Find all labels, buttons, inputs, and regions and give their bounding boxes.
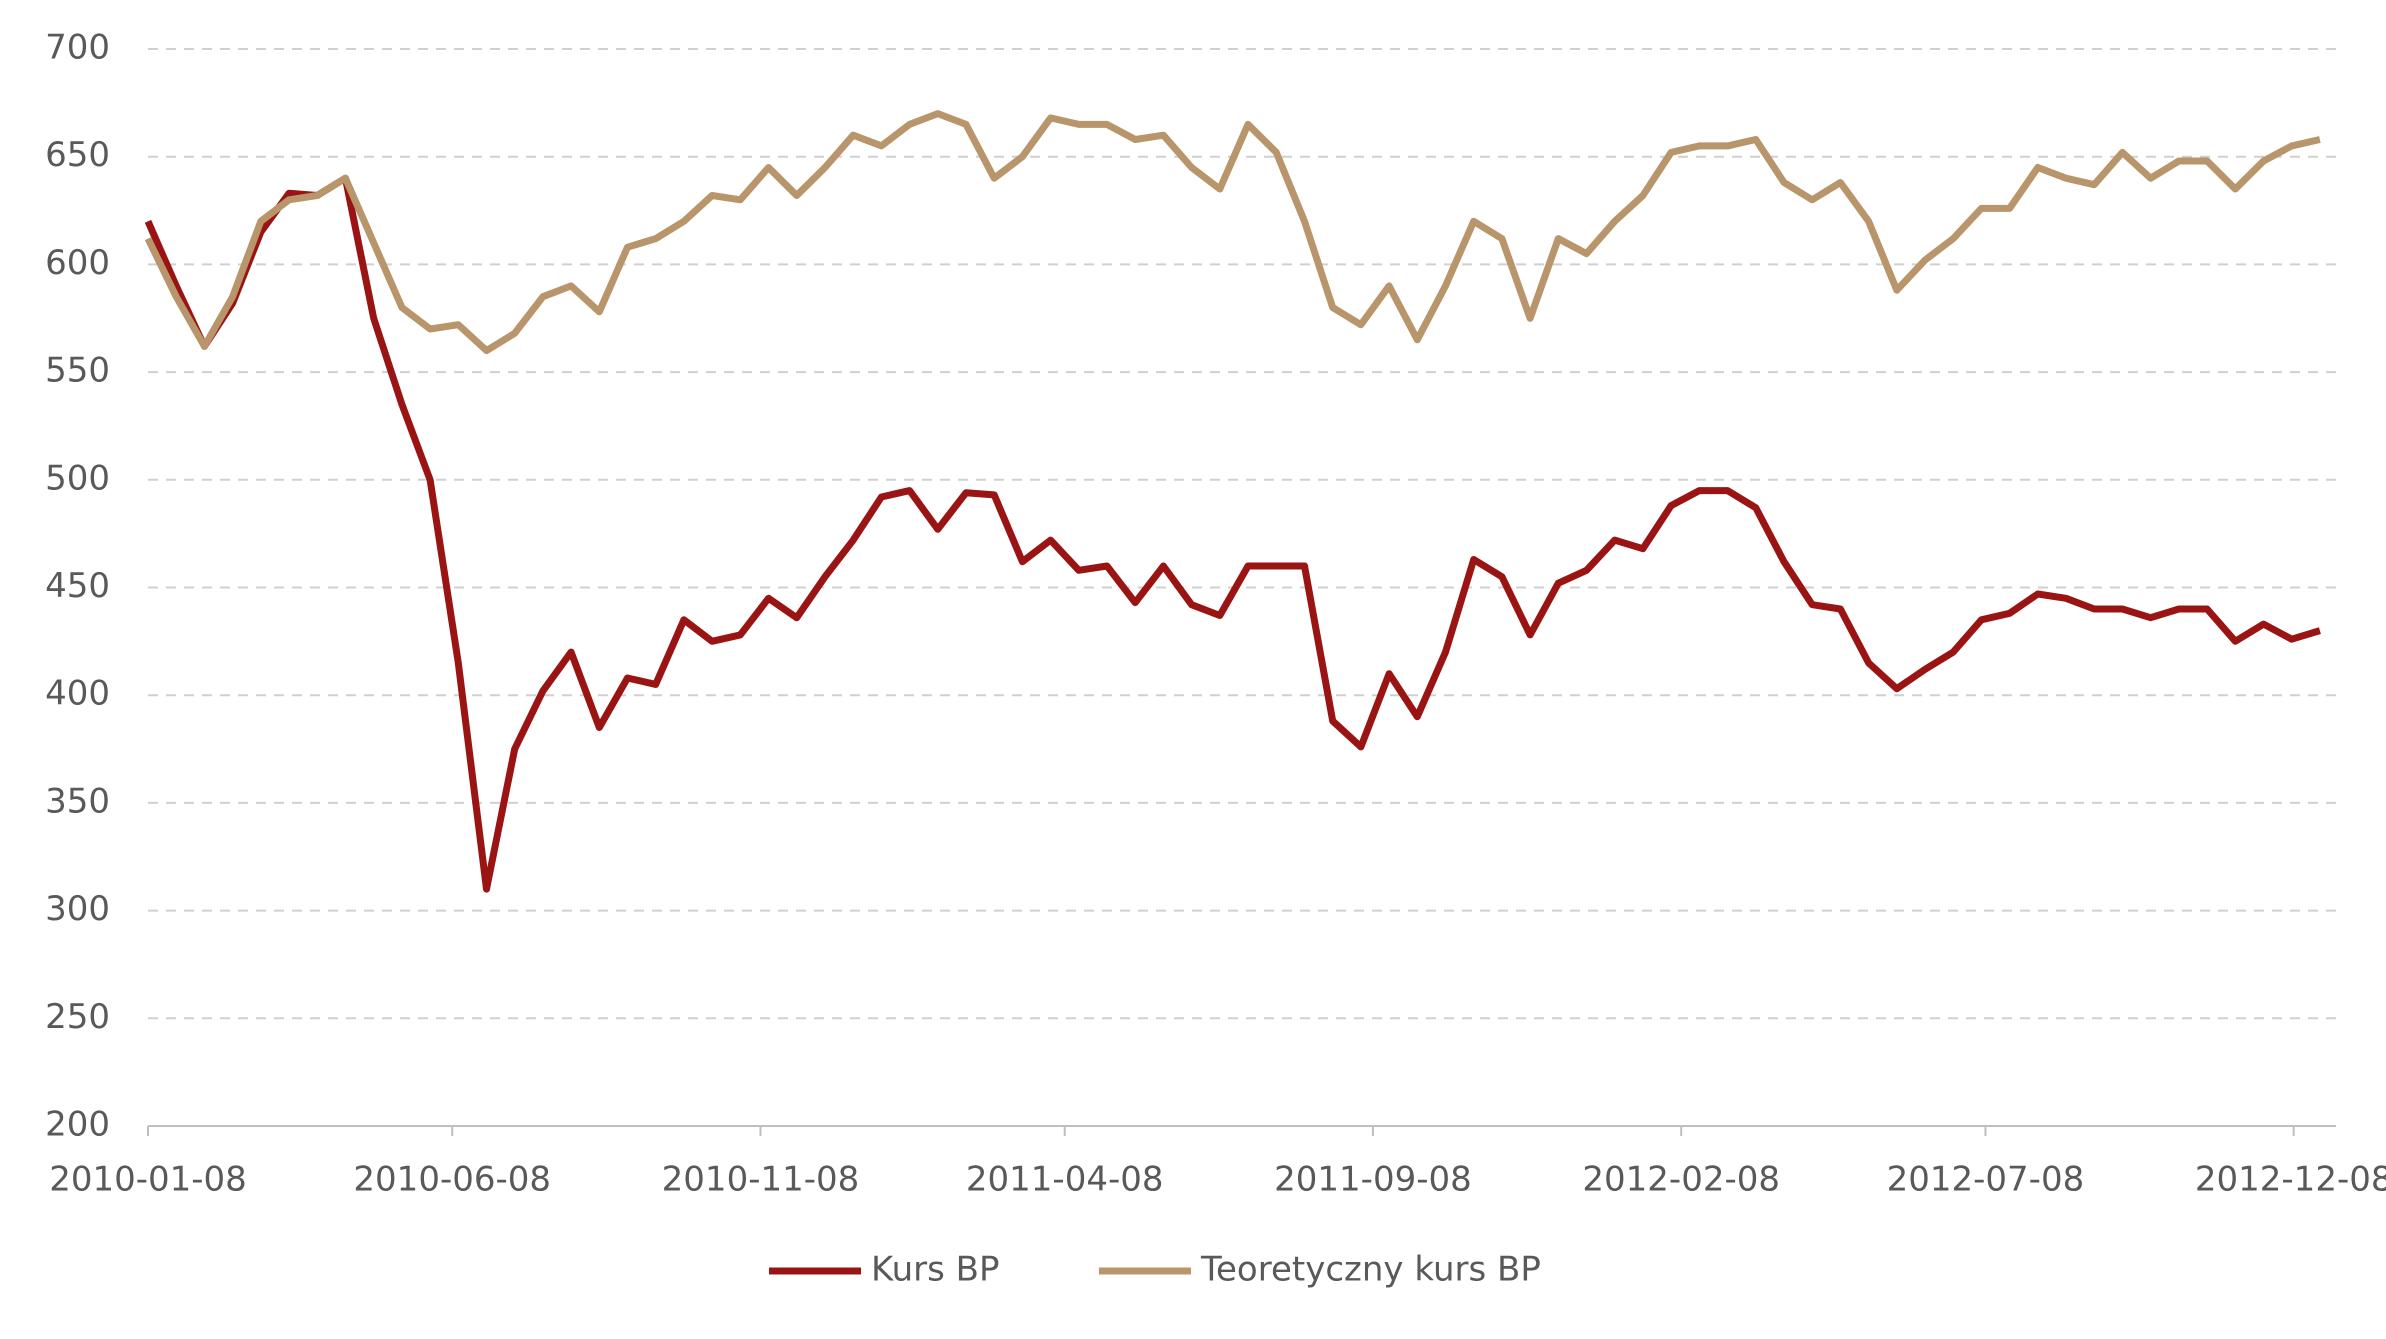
- y-tick-label: 650: [45, 135, 110, 175]
- x-tick-label: 2012-02-08: [1582, 1160, 1780, 1200]
- y-tick-label: 550: [45, 351, 110, 391]
- y-tick-label: 450: [45, 566, 110, 606]
- y-tick-label: 250: [45, 997, 110, 1037]
- x-tick-label: 2011-09-08: [1274, 1160, 1472, 1200]
- legend-label: Teoretyczny kurs BP: [1200, 1250, 1541, 1290]
- data-line: [144, 174, 2321, 893]
- y-tick-label: 400: [45, 674, 110, 714]
- y-tick-label: 300: [45, 889, 110, 929]
- y-tick-label: 700: [45, 28, 110, 68]
- y-tick-label: 200: [45, 1105, 110, 1145]
- y-tick-label: 350: [45, 781, 110, 821]
- x-tick-label: 2012-07-08: [1887, 1160, 2085, 1200]
- y-tick-label: 500: [45, 458, 110, 498]
- x-tick-label: 2010-06-08: [353, 1160, 551, 1200]
- x-tick-label: 2012-12-08: [2195, 1160, 2386, 1200]
- x-tick-label: 2010-01-08: [49, 1160, 247, 1200]
- x-tick-label: 2011-04-08: [966, 1160, 1164, 1200]
- y-tick-label: 600: [45, 243, 110, 283]
- data-line: [144, 110, 2321, 355]
- legend-label: Kurs BP: [871, 1250, 999, 1290]
- x-tick-label: 2010-11-08: [662, 1160, 860, 1200]
